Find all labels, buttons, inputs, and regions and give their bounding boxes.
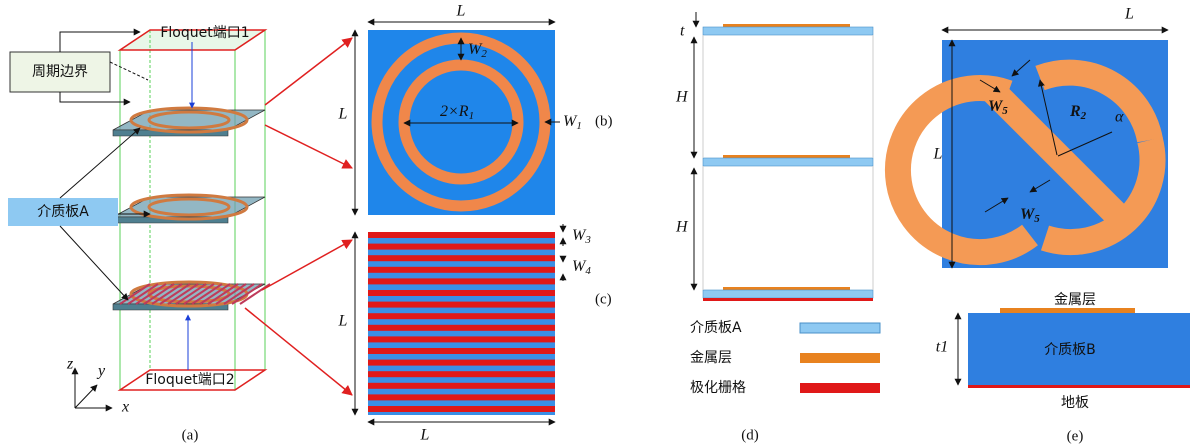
arrow [60, 128, 140, 198]
grating-stripe [368, 348, 555, 354]
grating-layer [703, 298, 873, 301]
dim-label: H [675, 89, 689, 106]
dim-label: L [933, 146, 943, 163]
dim-label: W3 [572, 227, 591, 246]
boundary-label: 周期边界 [32, 64, 88, 80]
arrow [265, 125, 352, 168]
grating-stripe [368, 360, 555, 366]
figure: 周期边界 介质板A Floquet端口1 Floquet端口2 z y x (a… [0, 0, 1200, 447]
ground [968, 385, 1190, 388]
arrow [262, 240, 352, 290]
ground-label: 地板 [1061, 395, 1089, 411]
dim-label: L [1124, 6, 1134, 23]
panel-label: (d) [741, 427, 759, 443]
grating-stripe [368, 278, 555, 284]
port-top-label: Floquet端口1 [160, 25, 249, 41]
panel-label: (a) [182, 427, 199, 443]
legend-label: 金属层 [690, 350, 732, 366]
grating-stripe [368, 325, 555, 331]
substrate-a [703, 27, 873, 35]
arrow [245, 308, 352, 395]
dim-label: L [338, 106, 348, 123]
axis [75, 385, 97, 408]
substrate-a [703, 290, 873, 298]
grating-stripe [368, 394, 555, 400]
dim-label: W1 [563, 113, 582, 132]
grating-stripe [368, 255, 555, 261]
port-bottom-label: Floquet端口2 [145, 372, 234, 388]
grating-stripe [368, 406, 555, 412]
panel-a: 周期边界 介质板A Floquet端口1 Floquet端口2 z y x (a… [8, 25, 352, 443]
grating-stripe [368, 232, 555, 238]
grating-stripe [368, 336, 555, 342]
metal-strip [723, 24, 850, 27]
substrate-a [703, 158, 873, 166]
dim-label: L [338, 313, 348, 330]
dim-label: L [456, 3, 466, 20]
grating-stripe [368, 313, 555, 319]
metal-strip [723, 287, 850, 290]
legend-swatch [800, 383, 880, 393]
dim-label: t [680, 23, 685, 40]
panel-e: L L W5 R2 α W5 金属层 介质板B t1 地板 (e) [898, 6, 1190, 445]
legend-label: 介质板A [690, 320, 742, 336]
panel-b: L L W2 2×R1 W1 (b) [338, 3, 613, 215]
grating-stripe [368, 383, 555, 389]
axis-x: x [121, 399, 129, 416]
grating-stripe [368, 267, 555, 273]
arrow [265, 38, 352, 105]
panel-d: t H H 介质板A 金属层 极化栅格 (d) [675, 12, 880, 443]
dim-label: L [420, 427, 430, 444]
panel-label: (e) [1067, 428, 1084, 444]
legend-swatch [800, 323, 880, 333]
panel-label: (c) [595, 291, 612, 307]
grating-stripe [368, 371, 555, 377]
metal-layer [1000, 308, 1135, 313]
substrate-label: 介质板A [37, 204, 89, 220]
metal-strip [723, 155, 850, 158]
grating-stripe [368, 244, 555, 250]
grating-stripe [368, 290, 555, 296]
dim-label: t1 [936, 339, 948, 356]
metal-label: 金属层 [1054, 292, 1096, 308]
dim-label: W4 [572, 258, 591, 277]
panel-label: (b) [595, 113, 613, 129]
angle-label: α [1115, 109, 1124, 126]
axis-z: z [66, 356, 74, 373]
legend-swatch [800, 353, 880, 363]
axis-y: y [96, 363, 106, 380]
substrate-label: 介质板B [1044, 342, 1096, 358]
legend-label: 极化栅格 [690, 380, 746, 396]
arrow [60, 226, 128, 300]
leader [110, 62, 148, 80]
grating-stripe [368, 302, 555, 308]
panel-c: L L W3 W4 (c) [338, 224, 612, 444]
dim-label: H [675, 219, 689, 236]
